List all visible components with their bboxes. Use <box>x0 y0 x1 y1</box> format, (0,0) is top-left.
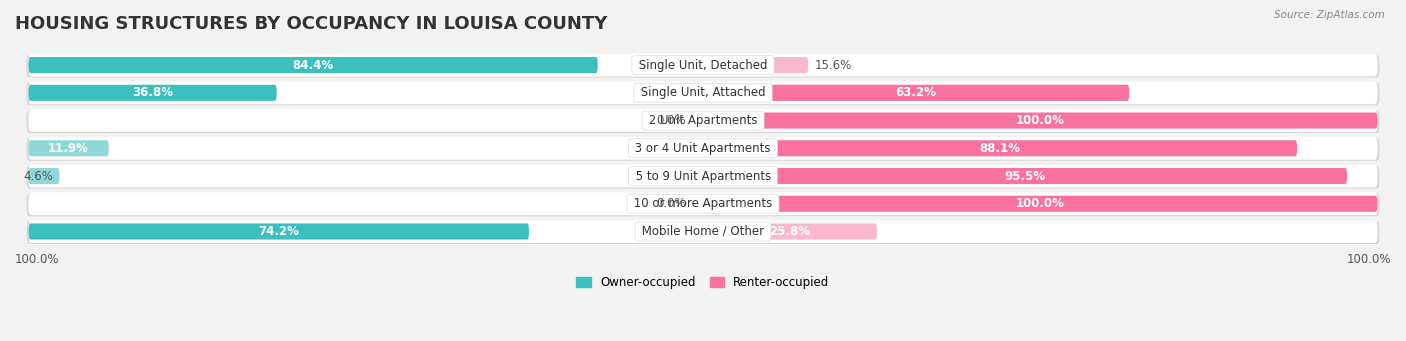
Text: HOUSING STRUCTURES BY OCCUPANCY IN LOUISA COUNTY: HOUSING STRUCTURES BY OCCUPANCY IN LOUIS… <box>15 15 607 33</box>
Text: 63.2%: 63.2% <box>896 86 936 99</box>
Text: Single Unit, Detached: Single Unit, Detached <box>636 59 770 72</box>
Text: 100.0%: 100.0% <box>1015 197 1064 210</box>
FancyBboxPatch shape <box>28 57 598 73</box>
Text: 0.0%: 0.0% <box>657 114 686 127</box>
Text: 36.8%: 36.8% <box>132 86 173 99</box>
FancyBboxPatch shape <box>27 166 1379 189</box>
Text: 3 or 4 Unit Apartments: 3 or 4 Unit Apartments <box>631 142 775 155</box>
Text: 10 or more Apartments: 10 or more Apartments <box>630 197 776 210</box>
FancyBboxPatch shape <box>28 223 529 239</box>
FancyBboxPatch shape <box>28 168 59 184</box>
Legend: Owner-occupied, Renter-occupied: Owner-occupied, Renter-occupied <box>572 272 834 294</box>
Text: 5 to 9 Unit Apartments: 5 to 9 Unit Apartments <box>631 169 775 182</box>
Text: 4.6%: 4.6% <box>22 169 53 182</box>
FancyBboxPatch shape <box>28 137 1378 160</box>
FancyBboxPatch shape <box>703 57 808 73</box>
FancyBboxPatch shape <box>703 223 877 239</box>
FancyBboxPatch shape <box>27 221 1379 244</box>
Text: 0.0%: 0.0% <box>657 197 686 210</box>
FancyBboxPatch shape <box>27 83 1379 105</box>
FancyBboxPatch shape <box>703 113 1378 129</box>
Text: 100.0%: 100.0% <box>15 253 59 266</box>
FancyBboxPatch shape <box>28 81 1378 104</box>
Text: 100.0%: 100.0% <box>1015 114 1064 127</box>
FancyBboxPatch shape <box>28 192 1378 215</box>
Text: 95.5%: 95.5% <box>1004 169 1046 182</box>
Text: 84.4%: 84.4% <box>292 59 333 72</box>
FancyBboxPatch shape <box>27 55 1379 77</box>
FancyBboxPatch shape <box>28 140 108 156</box>
FancyBboxPatch shape <box>703 85 1129 101</box>
Text: Source: ZipAtlas.com: Source: ZipAtlas.com <box>1274 10 1385 20</box>
Text: Mobile Home / Other: Mobile Home / Other <box>638 225 768 238</box>
FancyBboxPatch shape <box>28 109 1378 132</box>
Text: 11.9%: 11.9% <box>48 142 89 155</box>
FancyBboxPatch shape <box>703 140 1298 156</box>
FancyBboxPatch shape <box>27 138 1379 161</box>
FancyBboxPatch shape <box>28 85 277 101</box>
Text: 15.6%: 15.6% <box>815 59 852 72</box>
FancyBboxPatch shape <box>703 168 1347 184</box>
Text: 2 Unit Apartments: 2 Unit Apartments <box>645 114 761 127</box>
Text: Single Unit, Attached: Single Unit, Attached <box>637 86 769 99</box>
FancyBboxPatch shape <box>27 193 1379 216</box>
FancyBboxPatch shape <box>28 220 1378 243</box>
FancyBboxPatch shape <box>27 110 1379 133</box>
Text: 74.2%: 74.2% <box>259 225 299 238</box>
FancyBboxPatch shape <box>28 165 1378 188</box>
Text: 100.0%: 100.0% <box>1347 253 1391 266</box>
Text: 25.8%: 25.8% <box>769 225 810 238</box>
FancyBboxPatch shape <box>703 196 1378 212</box>
Text: 88.1%: 88.1% <box>980 142 1021 155</box>
FancyBboxPatch shape <box>28 54 1378 76</box>
